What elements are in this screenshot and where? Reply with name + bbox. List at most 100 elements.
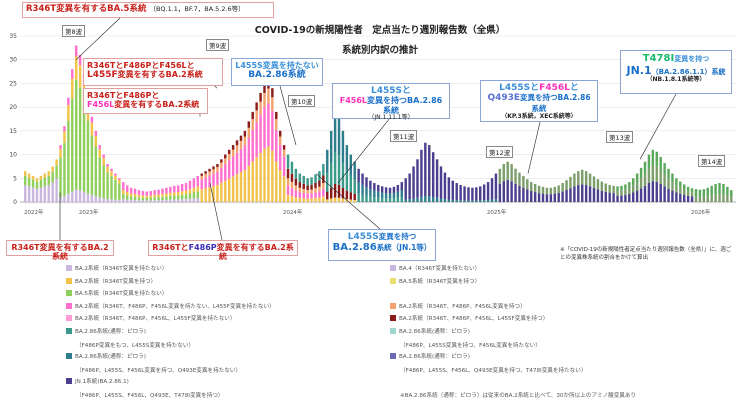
bar-segment	[306, 198, 309, 202]
bar-segment	[255, 122, 258, 158]
bar-segment	[200, 189, 203, 202]
y-tick-label: 10	[9, 152, 17, 159]
bar-segment	[224, 154, 227, 159]
bar-segment	[479, 200, 482, 202]
bar-segment	[35, 181, 39, 189]
bar-segment	[227, 160, 231, 179]
bar-segment	[643, 173, 647, 186]
bar-segment	[43, 173, 47, 178]
bar-segment	[169, 199, 172, 202]
bar-segment	[239, 172, 243, 202]
bar-segment	[196, 175, 200, 187]
bar-segment	[243, 130, 247, 137]
bar-segment	[341, 130, 345, 163]
bar-segment	[451, 199, 454, 202]
bar-segment	[220, 167, 223, 183]
bar-segment	[47, 175, 50, 186]
bar-segment	[675, 192, 678, 202]
y-tick-label: 0	[13, 199, 17, 206]
bar-segment	[616, 191, 619, 196]
bar-segment	[408, 173, 411, 200]
bar-segment	[59, 145, 62, 150]
bar-segment	[157, 189, 160, 195]
bar-segment	[608, 192, 611, 202]
bar-segment	[357, 193, 360, 202]
bar-segment	[94, 130, 98, 136]
bar-segment	[247, 121, 251, 128]
bar-segment	[173, 192, 176, 196]
bar-segment	[671, 173, 674, 183]
bar-segment	[459, 184, 462, 201]
callout-ba286-q493e: L455SとF456Lと Q493E変異を持つBA.2.86系統 （KP.3系統…	[480, 80, 598, 122]
bar-segment	[51, 166, 54, 172]
bar-segment	[643, 185, 647, 202]
bar-segment	[165, 196, 168, 200]
bar-segment	[683, 194, 686, 202]
bar-segment	[271, 88, 274, 98]
bar-segment	[306, 178, 309, 186]
bar-segment	[318, 186, 321, 192]
bar-segment	[718, 194, 721, 202]
bar-segment	[231, 149, 235, 157]
bar-segment	[247, 137, 251, 166]
bar-segment	[545, 187, 549, 195]
bar-segment	[655, 166, 658, 182]
bar-segment	[463, 200, 466, 202]
bar-segment	[337, 116, 341, 156]
bar-segment	[82, 102, 86, 192]
bar-segment	[604, 183, 607, 192]
bar-segment	[267, 103, 270, 147]
legend-item: （F486P、L455S変異を持つ、F456L変異を持たない）	[400, 341, 541, 349]
bar-segment	[679, 193, 682, 202]
bar-segment	[133, 200, 137, 202]
bar-segment	[247, 165, 251, 202]
legend-item: BA.4（R346T変異を持たない）	[390, 265, 480, 273]
bar-segment	[98, 157, 101, 198]
bar-segment	[373, 197, 376, 202]
bar-segment	[306, 190, 309, 194]
legend-label: BA.2系統（R346T変異を持つ）	[75, 278, 157, 285]
bar-segment	[396, 191, 400, 198]
bar-segment	[341, 162, 345, 188]
legend-swatch	[66, 302, 72, 309]
bar-segment	[365, 195, 368, 202]
bar-segment	[129, 196, 133, 200]
chart-title-line1: COVID-19の新規陽性者 定点当たり週別報告数（全県）	[254, 25, 506, 36]
bar-segment	[176, 195, 180, 200]
bar-segment	[565, 180, 568, 190]
bar-segment	[298, 187, 302, 193]
bar-segment	[588, 186, 592, 202]
bar-segment	[47, 171, 50, 176]
bar-segment	[294, 178, 298, 186]
bar-segment	[286, 168, 290, 179]
bar-segment	[43, 186, 47, 202]
bar-segment	[173, 199, 176, 202]
callout-ba2-f486p: R346TとF486P変異を有するBA.2系統	[148, 240, 298, 261]
wave-label-8: 第8波	[62, 25, 86, 37]
bar-segment	[467, 187, 470, 201]
bar-segment	[275, 111, 278, 120]
bar-segment	[176, 199, 180, 202]
bar-segment	[557, 192, 560, 202]
bar-segment	[231, 156, 235, 177]
bar-segment	[310, 198, 313, 202]
bar-segment	[361, 184, 364, 195]
bar-segment	[137, 194, 141, 198]
bar-segment	[298, 173, 302, 183]
bar-segment	[149, 191, 152, 196]
legend-item: BA.2系統（R346T、F486P、F456L変異を持つ）	[390, 302, 526, 311]
bar-segment	[251, 129, 254, 162]
bar-segment	[259, 92, 262, 102]
bar-segment	[208, 168, 211, 172]
bar-segment	[106, 198, 109, 202]
bar-segment	[98, 145, 101, 150]
bar-segment	[98, 197, 101, 202]
bar-segment	[318, 171, 321, 181]
bar-segment	[153, 197, 156, 201]
bar-segment	[39, 179, 43, 188]
bar-segment	[530, 191, 533, 202]
bar-segment	[428, 145, 431, 197]
bar-segment	[667, 188, 670, 202]
bar-segment	[122, 194, 125, 200]
bar-segment	[365, 177, 368, 188]
